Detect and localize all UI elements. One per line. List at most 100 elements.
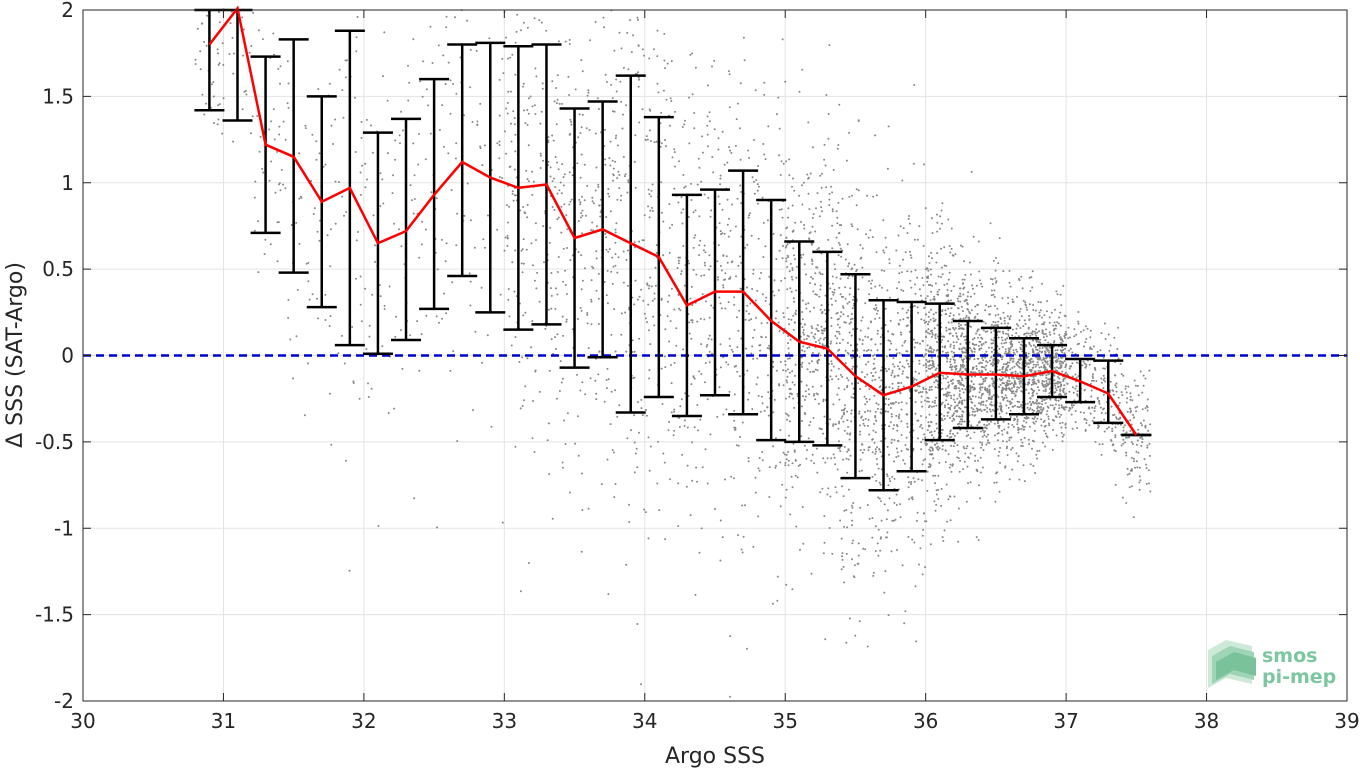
scatter-point: [278, 133, 281, 136]
scatter-point: [915, 640, 918, 643]
scatter-point: [838, 326, 841, 329]
scatter-point: [530, 346, 533, 349]
scatter-point: [299, 195, 302, 198]
scatter-point: [638, 431, 640, 434]
scatter-point: [979, 456, 982, 459]
scatter-point: [608, 157, 611, 160]
scatter-point: [694, 66, 697, 69]
scatter-point: [980, 362, 983, 364]
scatter-point: [526, 124, 529, 126]
scatter-point: [1009, 346, 1012, 349]
scatter-point: [540, 110, 543, 113]
scatter-point: [933, 381, 936, 384]
scatter-point: [540, 21, 543, 24]
scatter-point: [437, 44, 440, 47]
scatter-point: [1006, 454, 1009, 456]
scatter-point: [1049, 404, 1052, 407]
scatter-point: [782, 369, 785, 372]
scatter-point: [779, 505, 782, 508]
scatter-point: [871, 438, 874, 441]
scatter-point: [721, 208, 724, 211]
scatter-point: [646, 138, 649, 141]
scatter-point: [924, 566, 926, 569]
scatter-point: [272, 32, 275, 35]
scatter-point: [525, 248, 528, 251]
scatter-point: [947, 340, 950, 343]
scatter-point: [998, 237, 1001, 240]
scatter-point: [793, 321, 796, 324]
scatter-point: [1021, 445, 1024, 447]
scatter-point: [1045, 374, 1048, 377]
scatter-point: [981, 337, 984, 340]
scatter-point: [830, 369, 833, 372]
scatter-point: [873, 353, 876, 356]
scatter-point: [758, 457, 761, 459]
scatter-point: [793, 189, 796, 192]
scatter-point: [896, 287, 898, 290]
scatter-point: [513, 290, 516, 293]
scatter-point: [1018, 380, 1021, 383]
scatter-point: [586, 184, 589, 187]
scatter-point: [932, 474, 935, 477]
scatter-point: [964, 377, 967, 380]
scatter-point: [218, 62, 221, 65]
scatter-point: [902, 370, 905, 373]
scatter-point: [988, 384, 991, 387]
scatter-point: [648, 329, 650, 332]
scatter-point: [383, 31, 386, 34]
scatter-point: [998, 330, 1001, 333]
scatter-point: [700, 343, 703, 346]
scatter-point: [975, 536, 978, 539]
scatter-point: [638, 78, 640, 81]
scatter-point: [919, 425, 922, 428]
scatter-point: [1038, 389, 1040, 392]
scatter-point: [936, 448, 939, 451]
scatter-point: [988, 396, 991, 399]
scatter-point: [522, 399, 525, 402]
scatter-point: [974, 454, 977, 457]
scatter-point: [1028, 276, 1031, 279]
scatter-point: [1036, 409, 1039, 412]
scatter-point: [918, 288, 921, 291]
scatter-point: [844, 404, 846, 407]
scatter-point: [950, 350, 953, 353]
scatter-point: [625, 563, 628, 566]
scatter-point: [1035, 328, 1038, 331]
scatter-point: [925, 369, 928, 372]
scatter-point: [730, 151, 733, 154]
scatter-point: [580, 254, 583, 257]
scatter-point: [907, 448, 910, 451]
scatter-point: [951, 420, 954, 422]
scatter-point: [933, 295, 936, 298]
scatter-point: [554, 348, 557, 350]
scatter-point: [841, 338, 844, 341]
scatter-point: [513, 117, 516, 120]
scatter-point: [976, 470, 979, 473]
scatter-point: [915, 379, 918, 381]
scatter-point: [849, 321, 852, 324]
scatter-point: [800, 380, 803, 383]
scatter-point: [856, 228, 859, 231]
scatter-point: [1059, 422, 1062, 425]
scatter-point: [981, 382, 984, 385]
scatter-point: [779, 461, 782, 464]
scatter-point: [913, 378, 916, 380]
scatter-point: [688, 142, 691, 145]
scatter-point: [1002, 420, 1005, 423]
scatter-point: [962, 293, 965, 296]
scatter-point: [946, 434, 949, 437]
scatter-point: [531, 437, 534, 440]
scatter-point: [663, 59, 666, 62]
scatter-point: [259, 135, 262, 138]
scatter-point: [973, 387, 976, 389]
scatter-point: [1045, 335, 1048, 338]
scatter-point: [927, 367, 930, 370]
scatter-point: [948, 332, 951, 335]
scatter-point: [837, 241, 840, 244]
scatter-point: [270, 120, 273, 123]
scatter-point: [257, 220, 260, 223]
scatter-point: [991, 361, 994, 364]
scatter-point: [1092, 345, 1095, 348]
scatter-point: [919, 547, 922, 550]
scatter-point: [581, 70, 584, 73]
